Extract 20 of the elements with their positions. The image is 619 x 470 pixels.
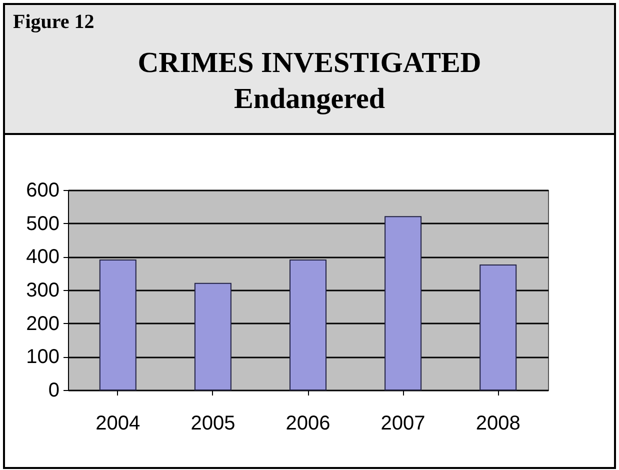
x-tick-label: 2005 (190, 412, 236, 434)
y-tick-label: 300 (26, 280, 60, 302)
bar (99, 260, 136, 390)
bar (480, 264, 517, 390)
x-tick-label: 2004 (96, 412, 140, 434)
y-tick-label: 100 (26, 346, 60, 368)
chart-title: CRIMES INVESTIGATED (136, 46, 482, 81)
bar (194, 282, 232, 390)
y-tick-label: 200 (26, 312, 60, 335)
y-tick-label: 600 (26, 180, 60, 202)
y-tick-label: 400 (26, 246, 60, 268)
x-tick-label: 2008 (476, 412, 520, 434)
x-tick-label: 2007 (380, 412, 426, 434)
y-tick-label: 500 (26, 212, 60, 235)
y-tick-label: 0 (48, 380, 60, 402)
caption: Figure 12 (13, 11, 94, 34)
x-tick-label: 2006 (286, 412, 330, 434)
bar (290, 260, 326, 390)
bar (384, 216, 422, 390)
chart-subtitle: Endangered (233, 82, 386, 117)
